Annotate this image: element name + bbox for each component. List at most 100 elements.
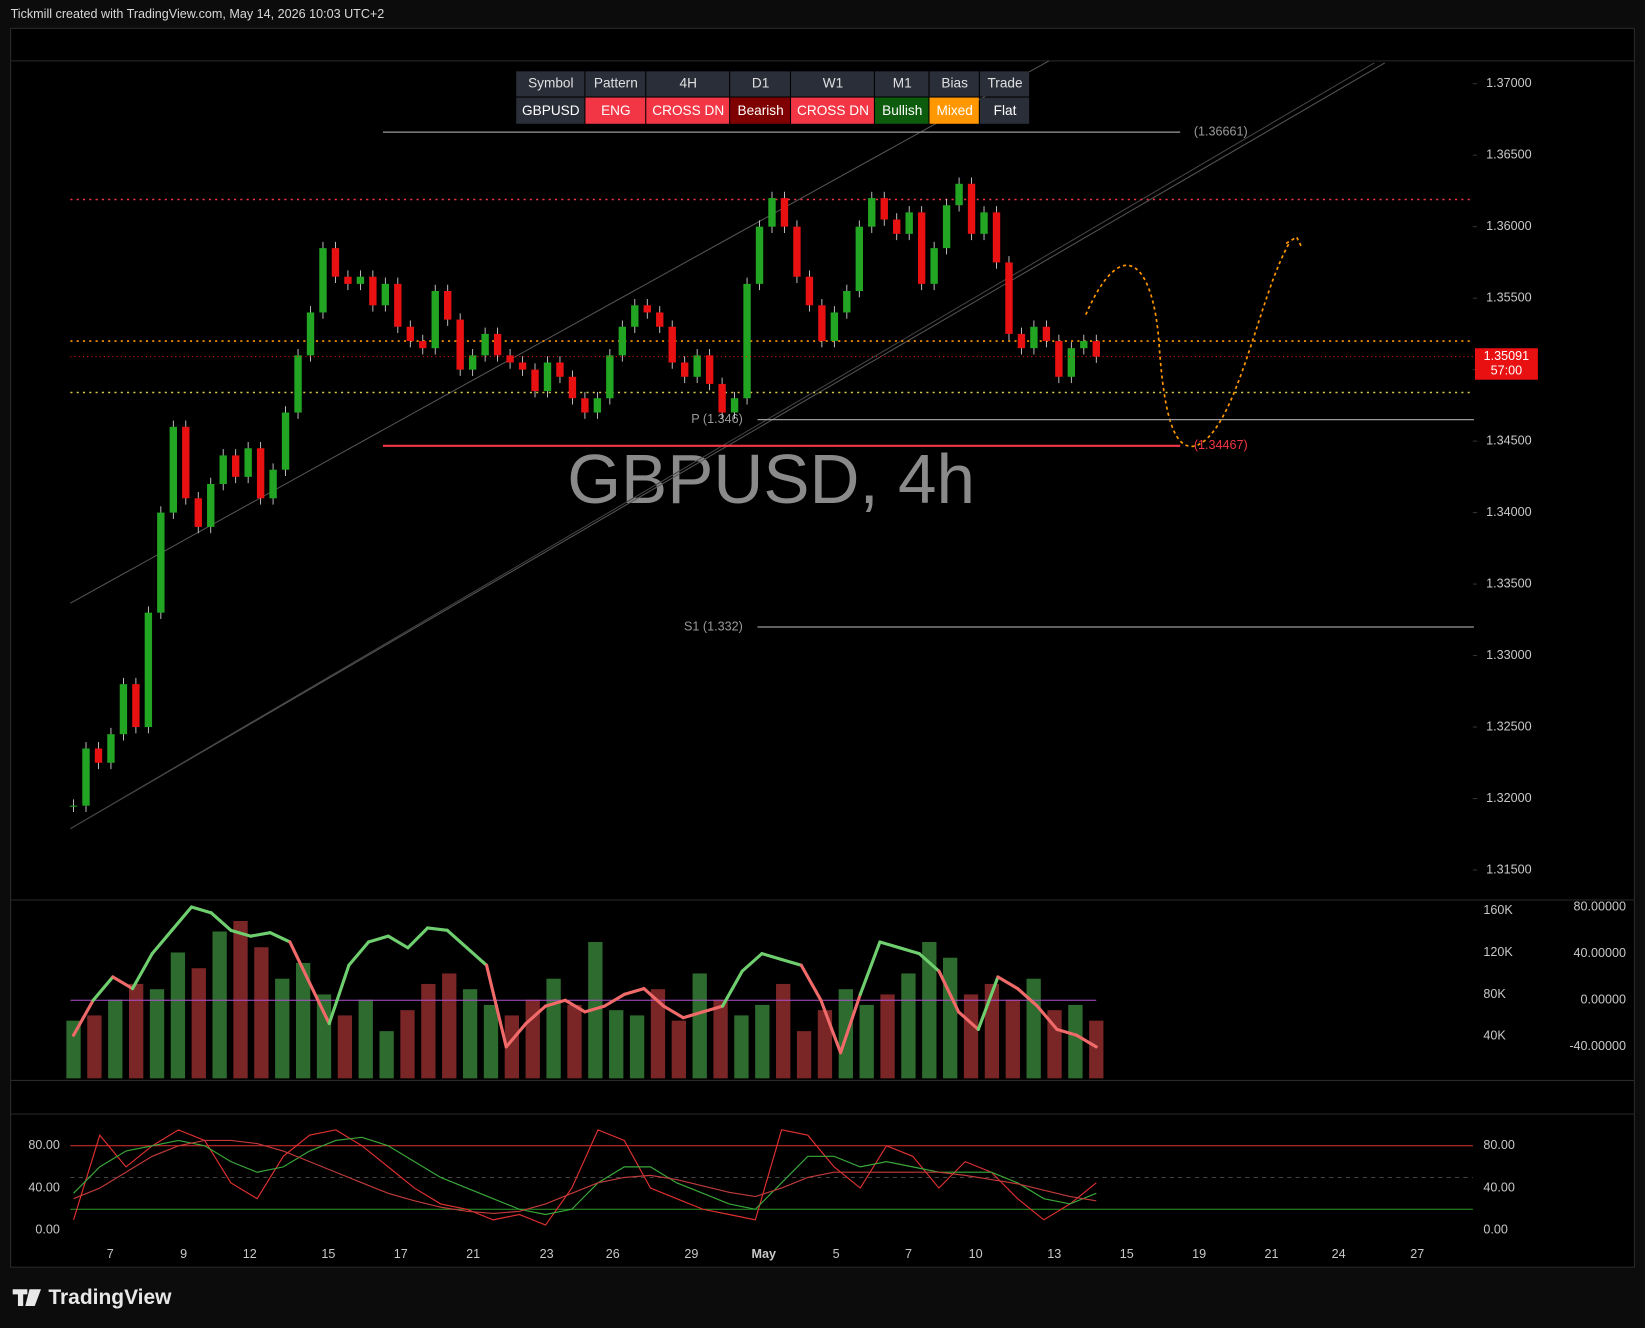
y-tick-label: 1.34000 bbox=[1486, 505, 1531, 519]
table-header-text: M1 bbox=[893, 76, 912, 91]
candle bbox=[119, 684, 128, 735]
price-level-label: (1.34467) bbox=[1194, 438, 1248, 452]
volume-bar bbox=[943, 957, 958, 1079]
candle bbox=[917, 212, 926, 284]
y-tick-label: 40.00 bbox=[1483, 1180, 1514, 1194]
candle bbox=[394, 283, 402, 327]
candle bbox=[481, 333, 489, 356]
table-cell-text: Mixed bbox=[936, 103, 972, 118]
price-level-label: P (1.346) bbox=[691, 412, 743, 426]
oscillator-segment bbox=[130, 952, 154, 991]
channel-line bbox=[70, 60, 1050, 604]
y-tick-label: 1.33500 bbox=[1486, 576, 1531, 590]
volume-bar bbox=[713, 999, 728, 1079]
table-cell-text: Bullish bbox=[882, 103, 922, 118]
oscillator-segment bbox=[366, 934, 390, 944]
candle bbox=[880, 198, 888, 220]
volume-bar bbox=[901, 973, 916, 1079]
candle bbox=[231, 455, 240, 477]
oscillator-segment bbox=[1035, 1004, 1059, 1031]
oscillator-segment bbox=[170, 905, 194, 932]
x-tick-label: 10 bbox=[969, 1247, 983, 1261]
candle bbox=[843, 291, 851, 313]
volume-bar bbox=[337, 1015, 353, 1079]
oscillator-segment bbox=[603, 992, 626, 1008]
volume-bar bbox=[963, 994, 979, 1079]
candle bbox=[1092, 341, 1100, 357]
candle bbox=[381, 283, 390, 306]
candle bbox=[194, 498, 202, 527]
oscillator-segment bbox=[150, 928, 174, 956]
candle bbox=[169, 426, 178, 513]
oscillator-segment bbox=[760, 952, 784, 962]
candle bbox=[518, 362, 527, 370]
y-tick-label: 1.35500 bbox=[1486, 290, 1531, 304]
y-tick-label: 160K bbox=[1483, 903, 1513, 917]
y-tick-label: 0.00 bbox=[35, 1223, 59, 1237]
candle bbox=[955, 183, 963, 206]
candle bbox=[718, 383, 726, 413]
oscillator-segment bbox=[642, 987, 666, 1008]
y-tick-label: 1.36000 bbox=[1486, 219, 1531, 233]
header-title: Tickmill created with TradingView.com, M… bbox=[11, 7, 385, 21]
table-header-cell bbox=[585, 71, 646, 97]
y-tick-label: 0.00 bbox=[1483, 1223, 1507, 1237]
candle bbox=[680, 362, 689, 377]
candle bbox=[581, 398, 589, 413]
candle bbox=[893, 219, 901, 234]
table-cell-text: Flat bbox=[994, 103, 1017, 118]
volume-bar bbox=[254, 947, 269, 1079]
candle bbox=[269, 469, 277, 499]
x-tick-label: 19 bbox=[1192, 1247, 1206, 1261]
table-cell bbox=[516, 97, 585, 124]
x-tick-label: 24 bbox=[1332, 1247, 1346, 1261]
candle bbox=[631, 305, 639, 327]
candle bbox=[1005, 262, 1013, 334]
table-header-text: W1 bbox=[823, 76, 843, 91]
x-tick-label: 23 bbox=[540, 1247, 554, 1261]
table-cell-text: GBPUSD bbox=[522, 103, 580, 118]
oscillator-segment bbox=[1055, 1027, 1079, 1037]
volume-bar bbox=[108, 999, 123, 1079]
oscillator-segment bbox=[583, 1004, 607, 1014]
volume-bar bbox=[421, 983, 436, 1079]
y-tick-label: 80.00 bbox=[28, 1138, 59, 1152]
y-tick-label: 1.33000 bbox=[1486, 648, 1531, 662]
oscillator-segment bbox=[721, 969, 744, 1008]
volume-bar bbox=[567, 1004, 582, 1079]
y-tick-label: 1.32500 bbox=[1486, 719, 1531, 733]
oscillator-segment bbox=[543, 998, 567, 1008]
oscillator-segment bbox=[898, 946, 921, 956]
volume-bar bbox=[170, 952, 186, 1079]
candle bbox=[69, 805, 78, 807]
candle bbox=[431, 291, 439, 349]
candle bbox=[793, 226, 801, 277]
volume-bar bbox=[734, 1015, 749, 1079]
oscillator-segment bbox=[406, 926, 430, 950]
table-cell bbox=[979, 97, 1030, 124]
volume-bar bbox=[316, 994, 332, 1079]
volume-bar bbox=[984, 983, 1000, 1079]
candle bbox=[207, 484, 215, 527]
oscillator-segment bbox=[288, 940, 312, 985]
volume-bar bbox=[817, 1010, 833, 1079]
volume-bar bbox=[275, 978, 290, 1079]
candle bbox=[244, 448, 252, 477]
x-tick-label: 15 bbox=[321, 1247, 335, 1261]
volume-bar bbox=[483, 1004, 499, 1079]
oscillator-segment bbox=[917, 952, 941, 973]
oscillator-segment bbox=[229, 928, 253, 938]
volume-bar bbox=[149, 989, 165, 1079]
candle bbox=[369, 276, 377, 306]
watermark: GBPUSD, 4h bbox=[567, 440, 975, 518]
candle bbox=[1042, 326, 1051, 342]
volume-bar bbox=[650, 989, 666, 1079]
x-tick-label: 17 bbox=[394, 1247, 408, 1261]
stoch-line bbox=[73, 1136, 1097, 1216]
candle bbox=[107, 734, 115, 763]
volume-bar bbox=[755, 1004, 770, 1079]
volume-bar bbox=[1089, 1020, 1104, 1079]
oscillator-segment bbox=[386, 934, 410, 950]
oscillator-segment bbox=[839, 992, 862, 1055]
